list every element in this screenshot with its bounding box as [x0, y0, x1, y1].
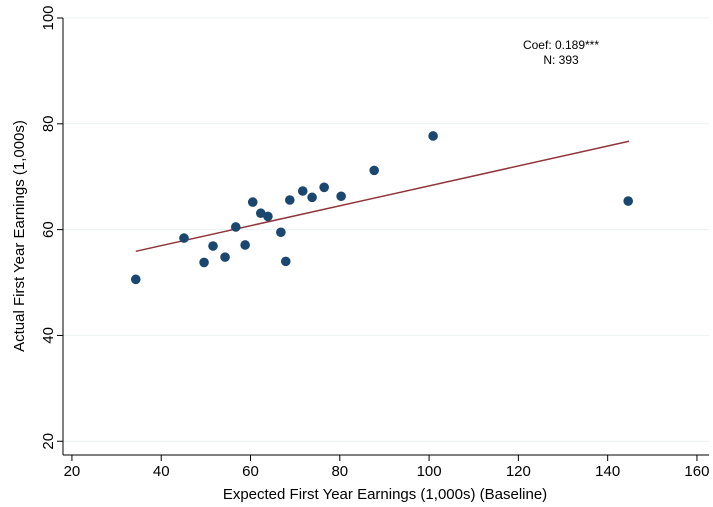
point: [280, 256, 291, 267]
point: [208, 241, 218, 251]
point: [240, 240, 250, 250]
x-tick-label: 60: [242, 463, 259, 480]
x-tick-label: 40: [153, 463, 170, 480]
point: [623, 196, 633, 206]
point: [284, 195, 295, 205]
point: [428, 131, 438, 141]
point: [179, 233, 189, 243]
y-tick-label: 40: [40, 327, 57, 344]
point: [369, 165, 379, 176]
point: [319, 182, 329, 193]
point: [199, 257, 209, 268]
x-tick-label: 100: [417, 463, 442, 480]
y-tick-label: 60: [40, 221, 57, 238]
point: [263, 211, 273, 222]
y-tick-label: 20: [40, 433, 57, 450]
annotation: N: 393: [543, 53, 579, 67]
point: [230, 222, 241, 232]
x-tick-label: 140: [595, 463, 620, 480]
x-axis-label: Expected First Year Earnings (1,000s) (B…: [223, 486, 547, 503]
y-axis-label: Actual First Year Earnings (1,000s): [11, 120, 28, 352]
point: [276, 227, 286, 238]
x-tick-label: 20: [64, 463, 81, 480]
fit-line: [135, 140, 630, 253]
x-tick-label: 120: [506, 463, 531, 480]
x-tick-label: 160: [684, 463, 709, 480]
point: [336, 191, 346, 202]
point: [220, 252, 230, 262]
point: [307, 192, 317, 203]
point: [130, 274, 141, 285]
y-tick-label: 80: [40, 115, 57, 132]
point: [297, 186, 308, 196]
y-tick-label: 100: [40, 5, 57, 30]
annotation: Coef: 0.189***: [523, 38, 599, 52]
point: [255, 208, 266, 219]
point: [247, 197, 258, 207]
x-tick-label: 80: [331, 463, 348, 480]
